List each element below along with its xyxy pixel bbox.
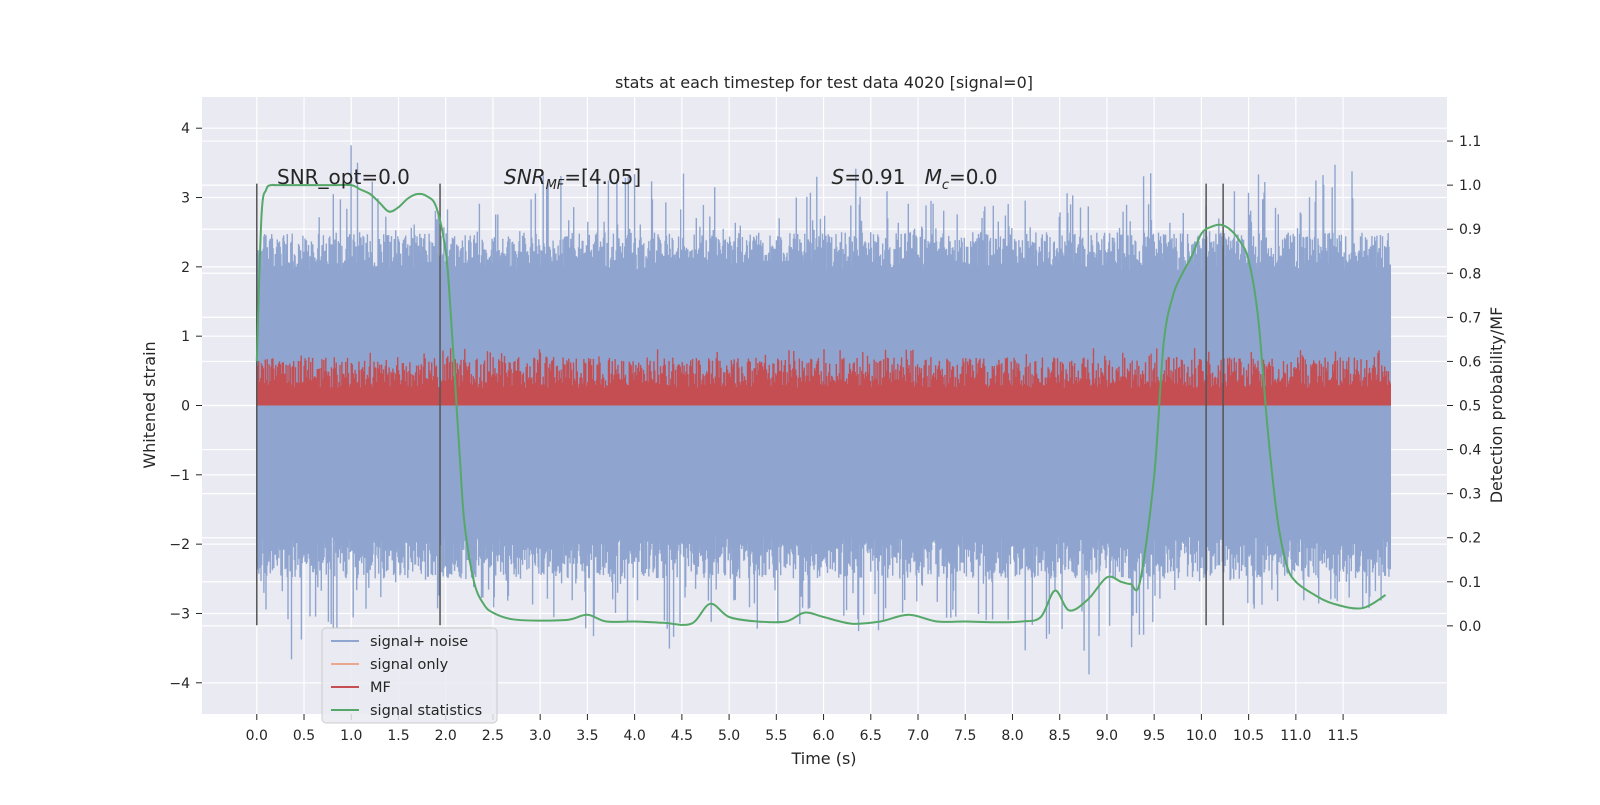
x-tick-label: 0.5 bbox=[293, 728, 315, 744]
y-right-tick-label: 0.6 bbox=[1459, 354, 1481, 370]
x-tick-label: 7.5 bbox=[954, 728, 976, 744]
annotation-snr-mf-value: =[4.05] bbox=[564, 165, 641, 189]
y-left-tick-label: 1 bbox=[181, 329, 190, 345]
y-left-tick-label: −3 bbox=[169, 606, 190, 622]
y-right-tick-label: 0.1 bbox=[1459, 575, 1481, 591]
series-signal-statistics bbox=[255, 183, 1387, 626]
y-left-axis-label: Whitened strain bbox=[140, 341, 159, 468]
annotation-s-mc: S=0.91 Mc=0.0 bbox=[787, 165, 1029, 193]
legend-label-mf: MF bbox=[370, 680, 391, 696]
x-tick-label: 0.0 bbox=[246, 728, 268, 744]
x-tick-label: 9.5 bbox=[1143, 728, 1165, 744]
x-tick-label: 2.5 bbox=[482, 728, 504, 744]
y-right-tick-label: 1.1 bbox=[1459, 134, 1481, 150]
x-tick-label: 6.5 bbox=[860, 728, 882, 744]
x-tick-label: 11.0 bbox=[1280, 728, 1311, 744]
y-left-tick-label: 4 bbox=[181, 121, 190, 137]
x-tick-label: 8.0 bbox=[1001, 728, 1023, 744]
y-right-tick-label: 0.7 bbox=[1459, 310, 1481, 326]
x-tick-label: 2.0 bbox=[435, 728, 457, 744]
legend-label-signal-statistics: signal statistics bbox=[370, 703, 482, 719]
annotation-snr-mf: SNRMF=[4.05] bbox=[504, 165, 641, 193]
x-tick-label: 7.0 bbox=[907, 728, 929, 744]
x-tick-label: 9.0 bbox=[1096, 728, 1118, 744]
y-left-tick-label: 3 bbox=[181, 191, 190, 207]
x-axis-label: Time (s) bbox=[790, 749, 856, 768]
annotation-mc-value: =0.0 bbox=[949, 165, 998, 189]
x-tick-label: 4.0 bbox=[623, 728, 645, 744]
legend-box bbox=[321, 627, 498, 724]
y-right-tick-label: 0.9 bbox=[1459, 222, 1481, 238]
y-left-tick-label: 2 bbox=[181, 260, 190, 276]
x-tick-label: 10.5 bbox=[1233, 728, 1264, 744]
x-tick-label: 3.0 bbox=[529, 728, 551, 744]
x-tick-label: 1.5 bbox=[387, 728, 409, 744]
annotation-s-symbol: S bbox=[832, 165, 845, 189]
y-right-tick-label: 0.0 bbox=[1459, 619, 1481, 635]
y-right-axis-label: Detection probability/MF bbox=[1487, 307, 1506, 504]
annotation-snr-mf-subscript: MF bbox=[546, 178, 565, 193]
annotation-mc-subscript: c bbox=[942, 178, 949, 193]
y-right-tick-label: 0.8 bbox=[1459, 266, 1481, 282]
x-axis-ticks: 0.0 0.5 1.0 1.5 2.0 2.5 3.0 3.5 4.0 4.5 5.0 5.5 6.0 6… bbox=[246, 714, 1359, 744]
vertical-markers bbox=[256, 183, 1224, 626]
signal-statistics-line bbox=[255, 183, 1387, 626]
y-left-tick-label: −4 bbox=[169, 676, 190, 692]
x-tick-label: 11.5 bbox=[1328, 728, 1359, 744]
mf-core bbox=[256, 390, 1391, 406]
legend: signal+ noise signal only MF signal stat… bbox=[321, 627, 498, 724]
chart-title: stats at each timestep for test data 402… bbox=[615, 73, 1033, 92]
y-left-tick-label: 0 bbox=[181, 399, 190, 415]
y-right-tick-label: 0.5 bbox=[1459, 399, 1481, 415]
annotation-snr-opt: SNR_opt=0.0 bbox=[277, 165, 410, 189]
y-left-axis-ticks: 4 3 2 1 0 −1 −2 −3 −4 bbox=[169, 121, 202, 692]
x-tick-label: 6.0 bbox=[812, 728, 834, 744]
y-left-tick-label: −1 bbox=[169, 468, 190, 484]
y-left-tick-label: −2 bbox=[169, 537, 190, 553]
x-tick-label: 1.0 bbox=[340, 728, 362, 744]
y-right-tick-label: 1.0 bbox=[1459, 178, 1481, 194]
y-right-tick-label: 0.2 bbox=[1459, 531, 1481, 547]
annotation-snr-mf-symbol: SNR bbox=[504, 165, 546, 189]
annotation-mc-symbol: M bbox=[925, 165, 942, 189]
x-tick-label: 3.5 bbox=[576, 728, 598, 744]
legend-label-signal-noise: signal+ noise bbox=[370, 634, 468, 650]
x-tick-label: 10.0 bbox=[1186, 728, 1217, 744]
x-tick-label: 5.0 bbox=[718, 728, 740, 744]
x-tick-label: 5.5 bbox=[765, 728, 787, 744]
y-right-tick-label: 0.3 bbox=[1459, 487, 1481, 503]
y-right-tick-label: 0.4 bbox=[1459, 443, 1481, 459]
x-tick-label: 8.5 bbox=[1049, 728, 1071, 744]
y-right-axis-ticks: 1.1 1.0 0.9 0.8 0.7 0.6 0.5 0.4 0.3 0.2 0.1 0.0 bbox=[1447, 134, 1481, 635]
x-tick-label: 4.5 bbox=[671, 728, 693, 744]
annotation-s-value: =0.91 bbox=[844, 165, 924, 189]
legend-label-signal-only: signal only bbox=[370, 657, 449, 673]
